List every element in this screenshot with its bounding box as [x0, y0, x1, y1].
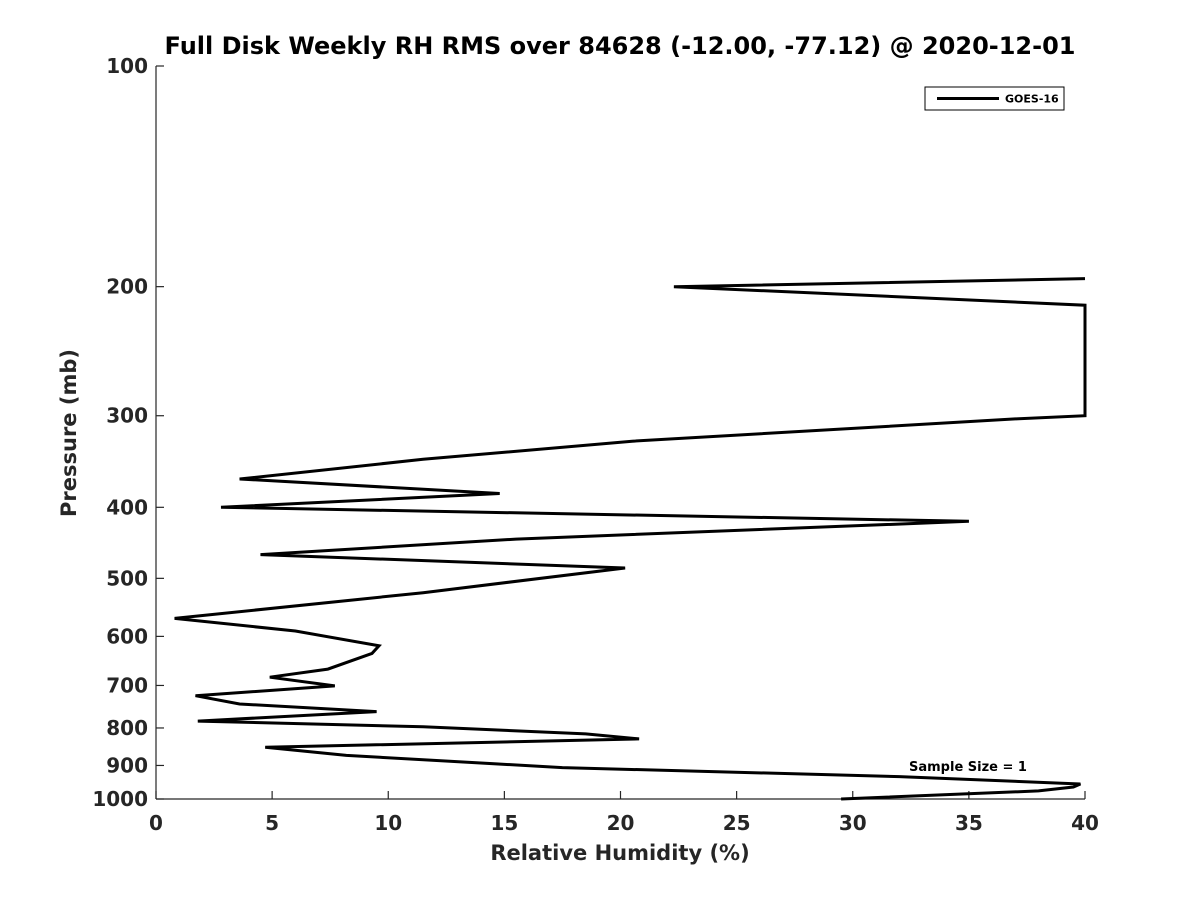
legend: GOES-16 — [924, 86, 1065, 111]
x-tick-label: 40 — [1071, 811, 1099, 835]
y-tick-label: 300 — [106, 404, 148, 428]
y-axis-ticks: 100 200 300 400 500 600 700 800 900 1000 — [92, 54, 164, 811]
y-tick-label: 900 — [106, 753, 148, 777]
x-tick-label: 10 — [374, 811, 402, 835]
y-tick-label: 800 — [106, 716, 148, 740]
series-line — [174, 277, 1087, 801]
x-tick-label: 35 — [955, 811, 983, 835]
y-tick-label: 500 — [106, 566, 148, 590]
y-tick-label: 200 — [106, 275, 148, 299]
x-tick-label: 25 — [723, 811, 751, 835]
x-tick-label: 30 — [839, 811, 867, 835]
x-axis-ticks: 0 5 10 15 20 25 30 35 40 — [149, 791, 1099, 835]
y-axis-label: Pressure (mb) — [57, 349, 81, 517]
sample-size-annotation: Sample Size = 1 — [909, 760, 1027, 775]
y-tick-label: 1000 — [92, 787, 148, 811]
y-tick-label: 700 — [106, 673, 148, 697]
y-tick-label: 600 — [106, 624, 148, 648]
y-tick-label: 100 — [106, 54, 148, 78]
chart-title: Full Disk Weekly RH RMS over 84628 (-12.… — [165, 32, 1076, 60]
series-layer — [174, 277, 1087, 801]
x-tick-label: 0 — [149, 811, 163, 835]
x-tick-label: 15 — [490, 811, 518, 835]
x-axis-label: Relative Humidity (%) — [490, 841, 749, 865]
legend-label: GOES-16 — [1005, 93, 1059, 106]
y-tick-label: 400 — [106, 495, 148, 519]
x-tick-label: 20 — [607, 811, 635, 835]
x-tick-label: 5 — [265, 811, 279, 835]
